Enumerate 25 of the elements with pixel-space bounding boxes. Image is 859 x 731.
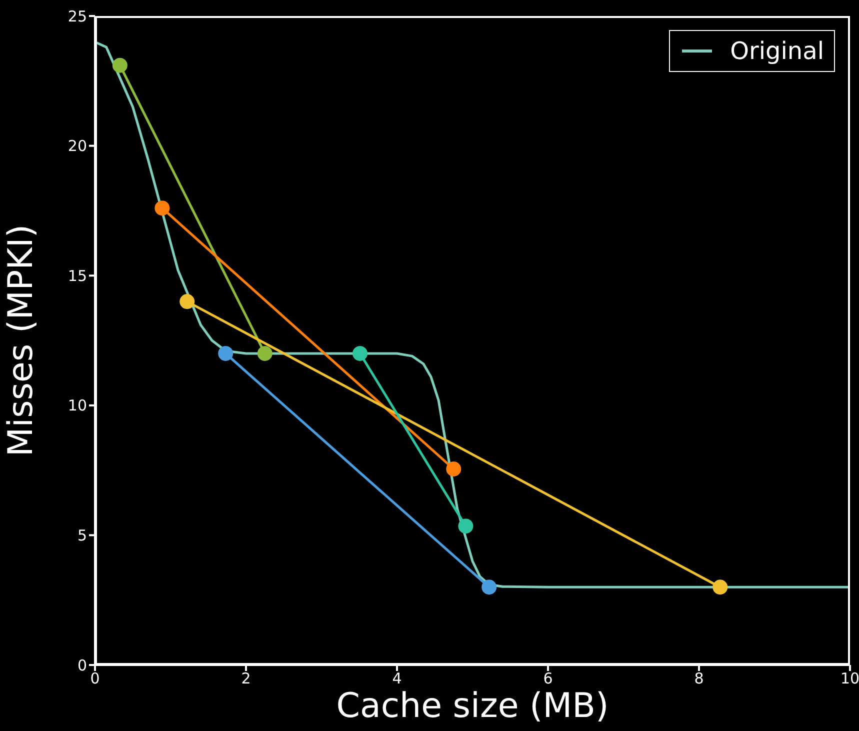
x-tick-label: 2 bbox=[241, 670, 251, 688]
y-tick-label: 0 bbox=[77, 656, 87, 674]
point bbox=[154, 200, 170, 216]
point bbox=[180, 294, 195, 310]
x-tick-label: 4 bbox=[392, 670, 402, 688]
point bbox=[446, 462, 462, 476]
y-tick-label: 5 bbox=[77, 526, 87, 545]
point bbox=[458, 518, 474, 534]
legend-label: Original bbox=[730, 37, 824, 65]
y-tick-label: 15 bbox=[68, 266, 87, 285]
point bbox=[482, 580, 497, 595]
point bbox=[352, 346, 368, 361]
y-tick-label: 25 bbox=[68, 7, 87, 26]
x-tick-label: 0 bbox=[90, 670, 100, 688]
y-axis-title: Misses (MPKI) bbox=[1, 224, 42, 457]
point bbox=[112, 58, 128, 73]
x-tick-label: 6 bbox=[543, 670, 553, 688]
x-axis-title: Cache size (MB) bbox=[336, 686, 609, 726]
x-tick-label: 8 bbox=[694, 670, 704, 688]
point bbox=[218, 346, 234, 361]
x-tick-label: 10 bbox=[840, 670, 859, 688]
y-tick-label: 10 bbox=[68, 396, 87, 415]
point bbox=[257, 346, 272, 361]
y-tick-label: 20 bbox=[68, 137, 87, 156]
point bbox=[712, 580, 728, 595]
